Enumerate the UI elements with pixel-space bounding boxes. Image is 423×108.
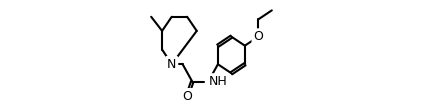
Text: N: N bbox=[167, 58, 176, 71]
Text: NH: NH bbox=[209, 75, 228, 88]
Text: O: O bbox=[253, 30, 263, 43]
Text: O: O bbox=[182, 90, 192, 103]
